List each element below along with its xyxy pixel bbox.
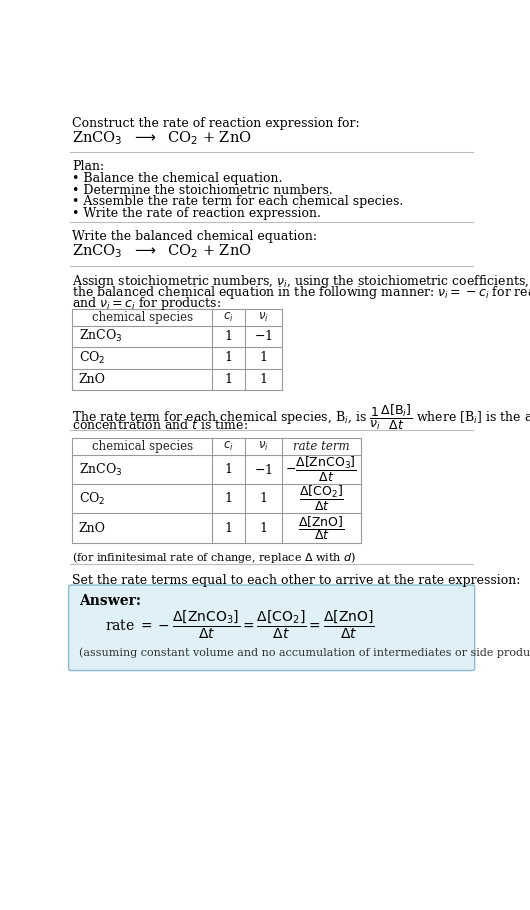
Text: Construct the rate of reaction expression for:: Construct the rate of reaction expressio…: [73, 116, 360, 130]
Text: $\nu_i$: $\nu_i$: [258, 440, 269, 453]
Text: ZnCO$_3$: ZnCO$_3$: [78, 329, 122, 344]
Text: • Balance the chemical equation.: • Balance the chemical equation.: [73, 172, 283, 186]
Text: $-$1: $-$1: [254, 462, 272, 477]
FancyBboxPatch shape: [68, 585, 475, 671]
Text: 1: 1: [259, 521, 267, 534]
Text: rate $= -\dfrac{\Delta[\mathrm{ZnCO_3}]}{\Delta t} = \dfrac{\Delta[\mathrm{CO_2}: rate $= -\dfrac{\Delta[\mathrm{ZnCO_3}]}…: [105, 609, 375, 642]
Text: 1: 1: [224, 463, 232, 476]
Text: The rate term for each chemical species, B$_i$, is $\dfrac{1}{\nu_i}\dfrac{\Delt: The rate term for each chemical species,…: [73, 402, 530, 431]
Text: • Write the rate of reaction expression.: • Write the rate of reaction expression.: [73, 207, 321, 220]
Text: $c_i$: $c_i$: [223, 440, 234, 453]
Text: $c_i$: $c_i$: [223, 310, 234, 324]
Text: 1: 1: [259, 492, 267, 505]
Bar: [73, 438, 361, 542]
Text: and $\nu_i = c_i$ for products:: and $\nu_i = c_i$ for products:: [73, 295, 222, 312]
Text: 1: 1: [224, 521, 232, 534]
Text: chemical species: chemical species: [92, 440, 193, 453]
Text: 1: 1: [224, 351, 232, 364]
Text: Set the rate terms equal to each other to arrive at the rate expression:: Set the rate terms equal to each other t…: [73, 573, 521, 587]
Text: ZnO: ZnO: [78, 373, 105, 386]
Bar: [73, 308, 282, 390]
Text: rate term: rate term: [293, 440, 350, 453]
Text: concentration and $t$ is time:: concentration and $t$ is time:: [73, 418, 249, 432]
Text: Assign stoichiometric numbers, $\nu_i$, using the stoichiometric coefficients, $: Assign stoichiometric numbers, $\nu_i$, …: [73, 273, 530, 290]
Text: $\nu_i$: $\nu_i$: [258, 310, 269, 324]
Text: 1: 1: [224, 492, 232, 505]
Text: the balanced chemical equation in the following manner: $\nu_i = -c_i$ for react: the balanced chemical equation in the fo…: [73, 284, 530, 301]
Text: $-\dfrac{\Delta[\mathrm{ZnCO_3}]}{\Delta t}$: $-\dfrac{\Delta[\mathrm{ZnCO_3}]}{\Delta…: [285, 455, 357, 484]
Text: 1: 1: [259, 351, 267, 364]
Text: 1: 1: [259, 373, 267, 386]
Text: ZnO: ZnO: [78, 521, 105, 534]
Text: Plan:: Plan:: [73, 160, 104, 173]
Text: CO$_2$: CO$_2$: [78, 490, 105, 507]
Text: chemical species: chemical species: [92, 310, 193, 324]
Text: • Determine the stoichiometric numbers.: • Determine the stoichiometric numbers.: [73, 184, 333, 197]
Text: • Assemble the rate term for each chemical species.: • Assemble the rate term for each chemic…: [73, 196, 404, 208]
Text: $-$1: $-$1: [254, 329, 272, 343]
Text: 1: 1: [224, 329, 232, 343]
Text: Answer:: Answer:: [78, 593, 140, 608]
Text: (for infinitesimal rate of change, replace $\Delta$ with $d$): (for infinitesimal rate of change, repla…: [73, 551, 357, 565]
Text: ZnCO$_3$  $\longrightarrow$  CO$_2$ + ZnO: ZnCO$_3$ $\longrightarrow$ CO$_2$ + ZnO: [73, 242, 252, 260]
Text: $\dfrac{\Delta[\mathrm{ZnO}]}{\Delta t}$: $\dfrac{\Delta[\mathrm{ZnO}]}{\Delta t}$: [298, 514, 344, 542]
Text: ZnCO$_3$: ZnCO$_3$: [78, 461, 122, 478]
Text: Write the balanced chemical equation:: Write the balanced chemical equation:: [73, 230, 317, 243]
Text: CO$_2$: CO$_2$: [78, 349, 105, 366]
Text: 1: 1: [224, 373, 232, 386]
Text: $\dfrac{\Delta[\mathrm{CO_2}]}{\Delta t}$: $\dfrac{\Delta[\mathrm{CO_2}]}{\Delta t}…: [299, 484, 343, 513]
Text: ZnCO$_3$  $\longrightarrow$  CO$_2$ + ZnO: ZnCO$_3$ $\longrightarrow$ CO$_2$ + ZnO: [73, 129, 252, 147]
Text: (assuming constant volume and no accumulation of intermediates or side products): (assuming constant volume and no accumul…: [78, 647, 530, 658]
